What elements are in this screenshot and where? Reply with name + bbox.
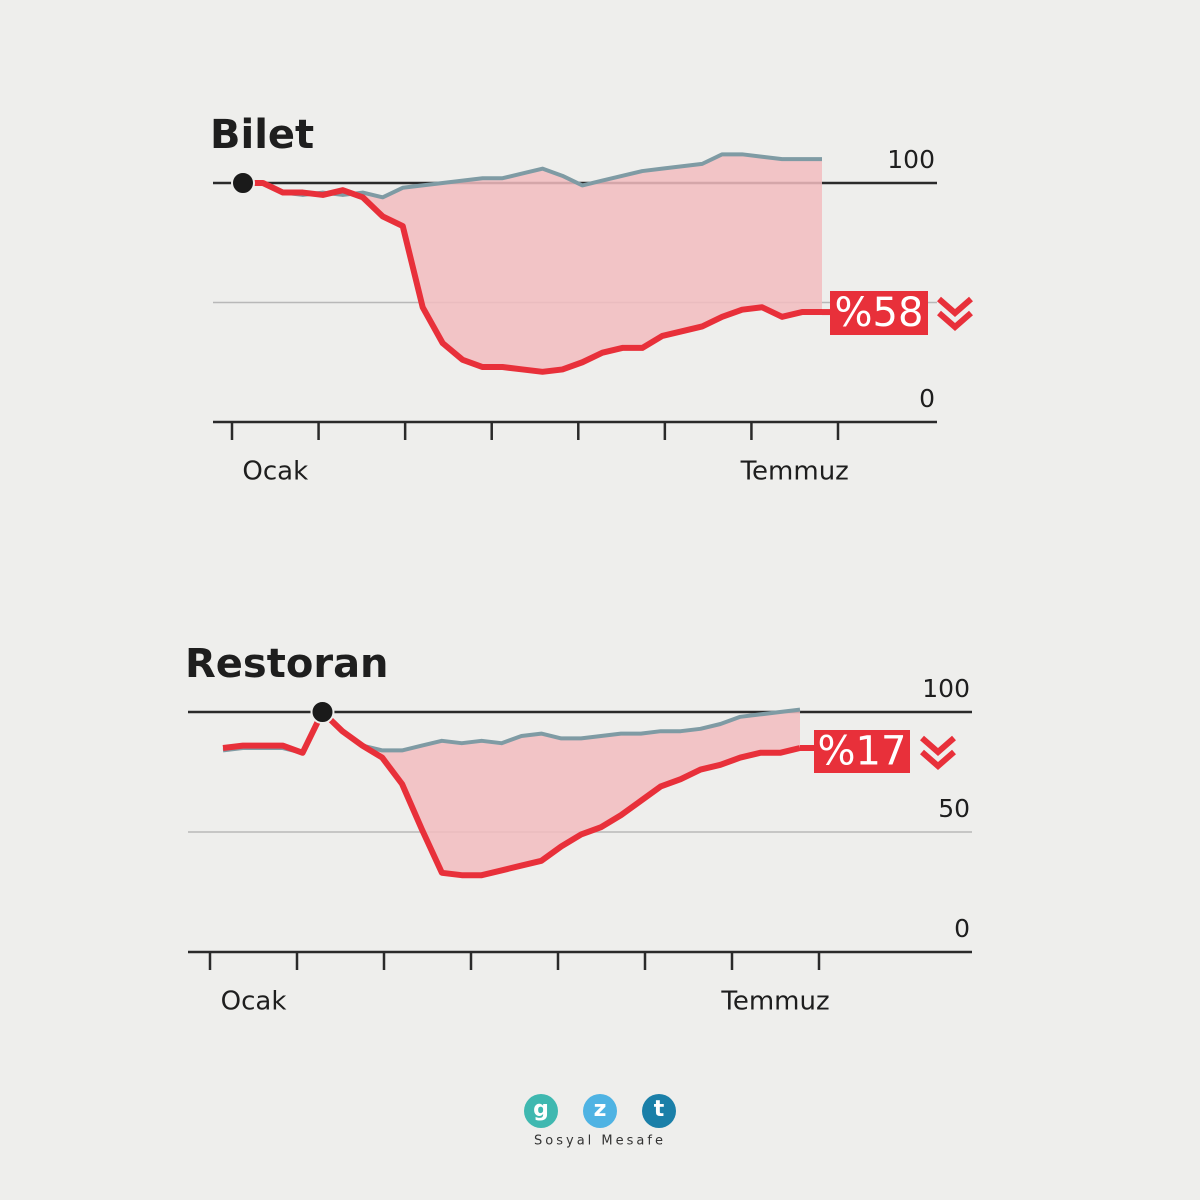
chart-title: Bilet xyxy=(210,112,314,158)
change-badge xyxy=(830,291,928,335)
y-tick-label: 100 xyxy=(922,674,970,703)
down-chevron xyxy=(920,749,956,770)
x-tick-label: Ocak xyxy=(221,987,287,1017)
series-line xyxy=(243,152,822,200)
y-tick-label: 100 xyxy=(887,145,935,174)
chart: Restoran 0 50 100 Ocak Temmuz %17 xyxy=(185,641,972,1017)
y-tick-label: 0 xyxy=(919,384,935,413)
logo-circle xyxy=(642,1094,676,1128)
change-badge xyxy=(814,730,910,773)
chart: Bilet 0 100 Ocak Temmuz %58 xyxy=(210,112,973,487)
chart-title: Restoran xyxy=(185,641,389,687)
gap-area xyxy=(243,154,822,372)
down-chevron xyxy=(937,310,973,331)
start-dot xyxy=(231,171,255,195)
logo: g z t Sosyal Mesafe xyxy=(524,1094,676,1149)
logo-circle xyxy=(583,1094,617,1128)
series-line xyxy=(243,180,822,375)
change-label: %17 xyxy=(818,729,907,775)
change-label: %58 xyxy=(835,290,924,336)
logo-letter: g xyxy=(533,1097,549,1122)
x-tick-label: Ocak xyxy=(242,457,308,487)
x-tick-label: Temmuz xyxy=(720,987,829,1017)
logo-tagline: Sosyal Mesafe xyxy=(534,1134,666,1149)
logo-letter: z xyxy=(594,1097,607,1122)
down-chevron xyxy=(920,735,956,756)
logo-letter: t xyxy=(654,1097,665,1122)
logo-circle xyxy=(524,1094,558,1128)
down-chevron xyxy=(937,296,973,317)
y-tick-label: 50 xyxy=(938,794,970,823)
x-tick-label: Temmuz xyxy=(740,457,849,487)
start-dot xyxy=(310,700,335,724)
y-tick-label: 0 xyxy=(954,914,970,943)
gap-area xyxy=(223,709,800,876)
